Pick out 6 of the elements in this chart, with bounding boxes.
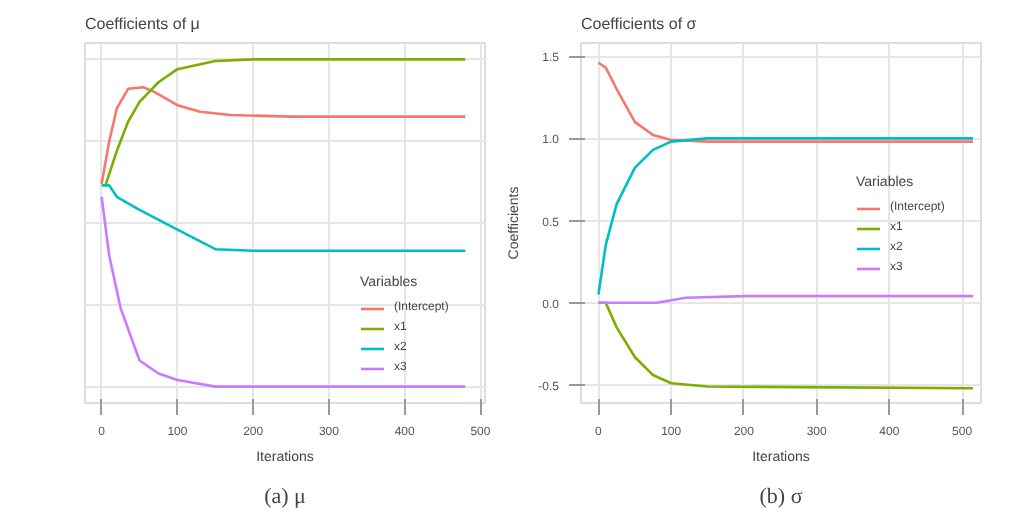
chart-title: Coefficients of σ bbox=[581, 15, 697, 33]
chart-title: Coefficients of μ bbox=[85, 15, 201, 33]
text: (a) μ bbox=[264, 485, 307, 509]
line-series bbox=[597, 137, 975, 296]
text: (b) σ bbox=[759, 485, 803, 509]
line-series bbox=[597, 61, 975, 143]
